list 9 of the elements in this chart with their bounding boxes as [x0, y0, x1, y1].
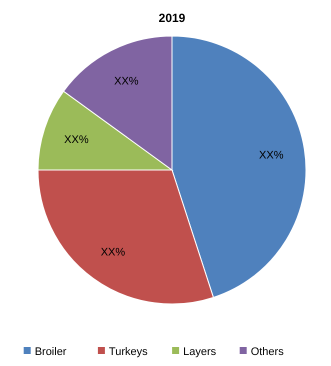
legend-label: Broiler: [34, 346, 67, 358]
data-label: XX%: [259, 149, 284, 162]
data-label: XX%: [64, 134, 89, 146]
legend-label: Layers: [183, 346, 217, 358]
legend-label: Turkeys: [108, 346, 148, 358]
data-label: XX%: [114, 75, 139, 88]
data-label: XX%: [100, 246, 126, 258]
chart-title: 2019: [158, 11, 186, 25]
legend-label: Others: [250, 346, 284, 358]
